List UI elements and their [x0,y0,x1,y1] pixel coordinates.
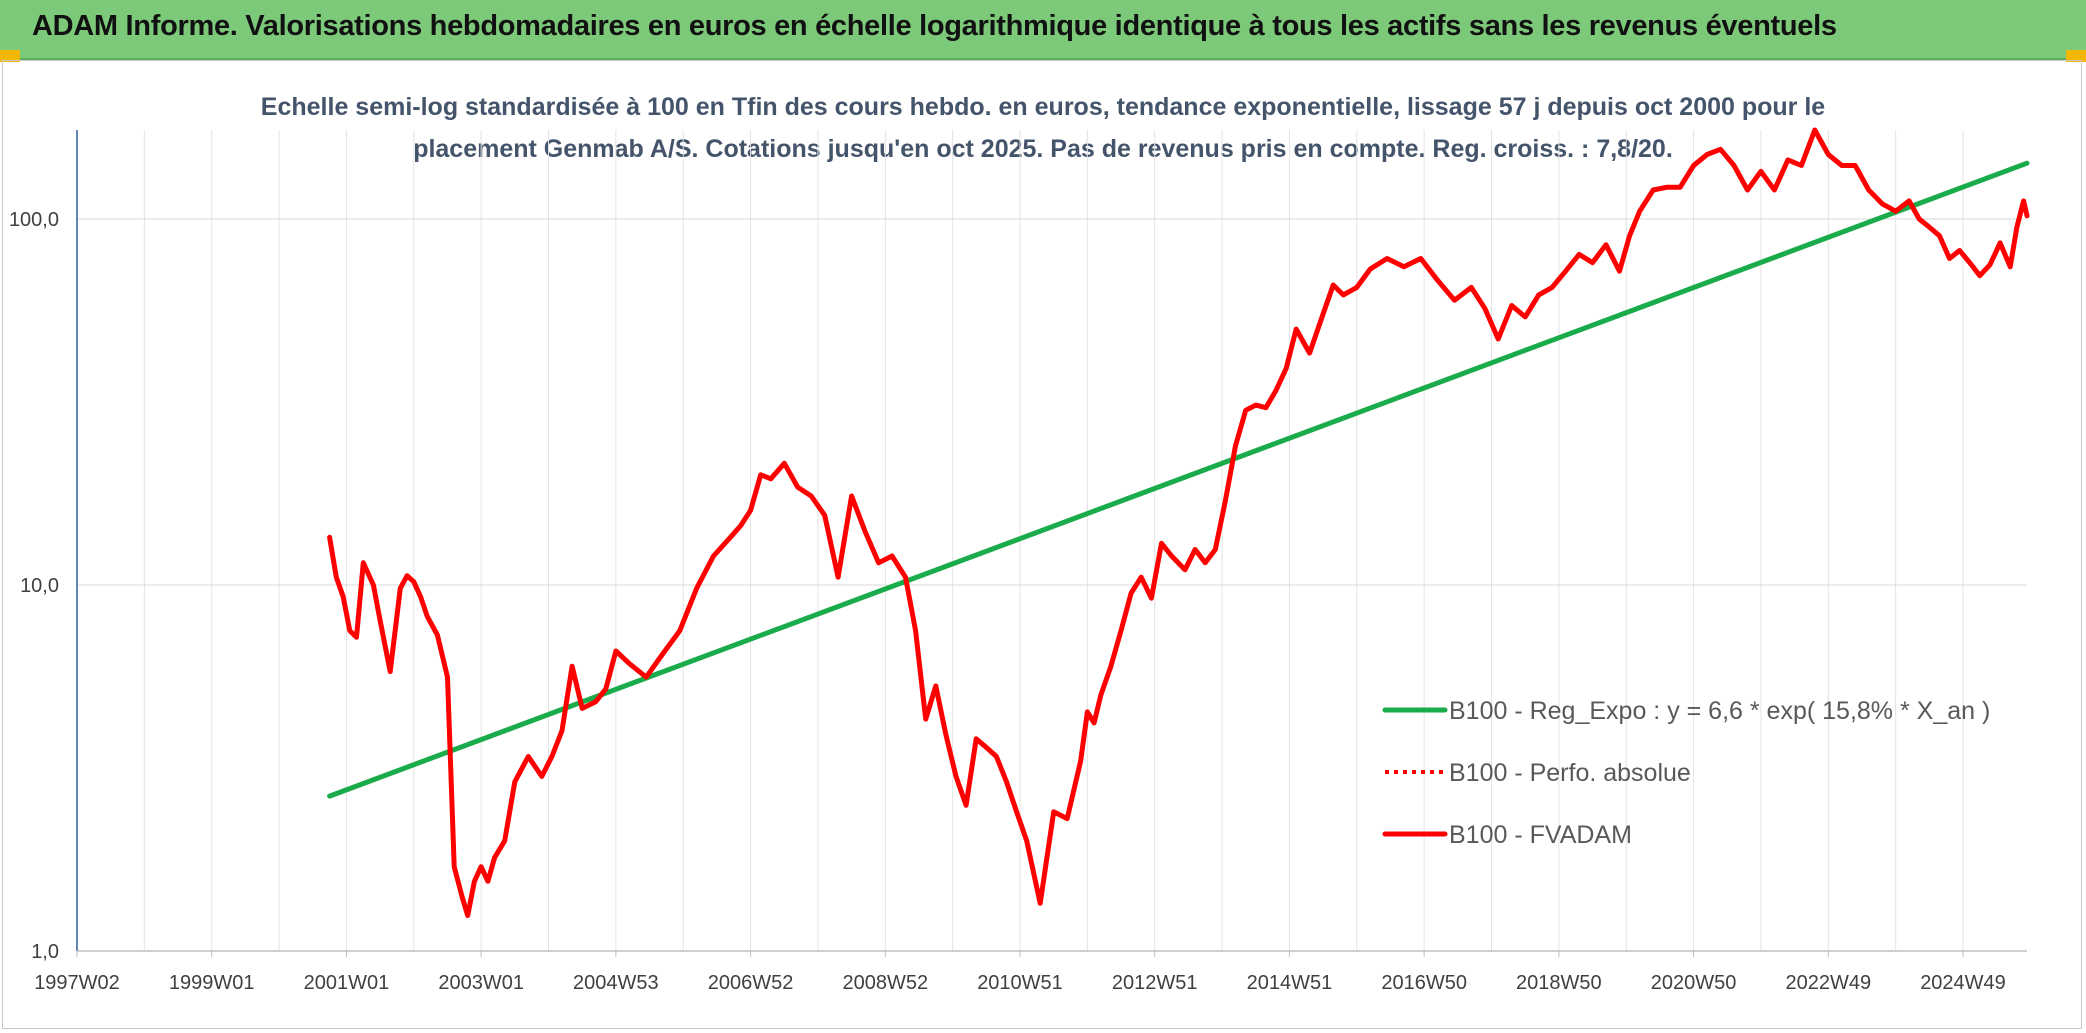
x-tick-label: 2016W50 [1381,972,1467,994]
legend-label: B100 - Reg_Expo : y = 6,6 * exp( 15,8% *… [1449,697,1990,725]
title-banner: ADAM Informe. Valorisations hebdomadaire… [0,0,2086,60]
y-tick-label: 100,0 [9,209,59,231]
y-tick-label: 1,0 [31,941,59,963]
plot-series [327,127,2030,918]
chart-legend: B100 - Reg_Expo : y = 6,6 * exp( 15,8% *… [1382,697,1990,849]
chart-subtitle-line-1: Echelle semi-log standardisée à 100 en T… [261,93,1826,121]
x-tick-label: 1997W02 [34,972,120,994]
plot-axes: 1,0 10,0 100,0 1997W02 1999W01 2001W01 2003W01… [9,130,2027,994]
corner-marker-right [2066,50,2086,62]
x-tick-label: 2020W50 [1651,972,1737,994]
chart-frame [2,60,2082,1029]
x-tick-label: 2018W50 [1516,972,1602,994]
x-tick-label: 2010W51 [977,972,1063,994]
x-tick-label: 2006W52 [708,972,794,994]
legend-label: B100 - FVADAM [1449,821,1632,849]
x-tick-label: 2012W51 [1112,972,1198,994]
series-line-fvadam [327,127,2030,918]
x-tick-label: 2004W53 [573,972,659,994]
x-tick-label: 2003W01 [438,972,524,994]
x-tick-label: 2022W49 [1785,972,1871,994]
y-tick-label: 10,0 [20,575,59,597]
corner-marker-left [0,50,20,62]
series-line-regression [327,160,2030,799]
x-tick-label: 2008W52 [842,972,928,994]
x-tick-label: 2014W51 [1247,972,1333,994]
chart-subtitle-line-2: placement Genmab A/S. Cotations jusqu'en… [413,135,1673,163]
x-tick-label: 2024W49 [1920,972,2006,994]
x-tick-label: 2001W01 [304,972,390,994]
x-tick-label: 1999W01 [169,972,255,994]
legend-label: B100 - Perfo. absolue [1449,759,1691,787]
banner-title: ADAM Informe. Valorisations hebdomadaire… [32,10,1837,42]
